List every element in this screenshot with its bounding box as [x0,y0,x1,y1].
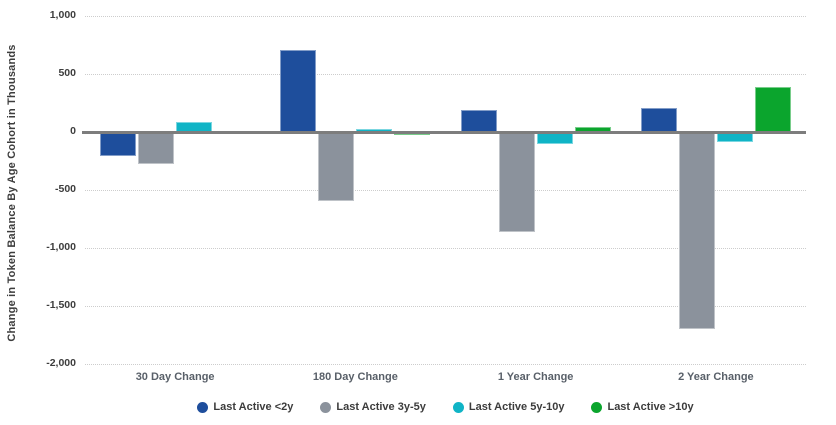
gridline [85,16,806,17]
bar[interactable] [754,87,791,132]
y-tick-label: -1,500 [46,299,76,311]
gridline [85,248,806,249]
legend-item-label: Last Active 3y-5y [336,401,426,413]
bar[interactable] [498,132,535,232]
legend-marker-icon [591,401,603,413]
bar[interactable] [100,132,137,157]
gridline [85,74,806,75]
bar[interactable] [640,108,677,132]
x-axis-label: 1 Year Change [497,371,574,383]
x-axis-line [82,131,806,134]
gridline [85,306,806,307]
legend-item[interactable]: Last Active >10y [591,401,694,413]
bar[interactable] [318,132,355,202]
legend-item[interactable]: Last Active 3y-5y [320,401,426,413]
gridline [85,364,806,365]
legend-item[interactable]: Last Active <2y [197,401,293,413]
legend-marker-icon [197,401,209,413]
bar[interactable] [138,132,175,165]
y-tick-label: 0 [70,125,76,137]
legend-item-label: Last Active <2y [213,401,294,413]
y-tick-label: 1,000 [49,9,76,21]
y-tick-label: -500 [54,183,76,195]
gridline [85,190,806,191]
legend-item-label: Last Active 5y-10y [468,401,565,413]
x-axis-label: 30 Day Change [135,371,215,383]
x-axis-label: 180 Day Change [312,371,398,383]
y-tick-label: 500 [58,67,76,79]
y-tick-label: -1,000 [46,241,76,253]
legend-item-label: Last Active >10y [607,401,694,413]
y-tick-label: -2,000 [46,357,76,369]
legend-marker-icon [320,401,332,413]
bar[interactable] [460,109,497,132]
legend-marker-icon [452,401,464,413]
x-axis-label: 2 Year Change [678,371,754,383]
legend: Last Active <2y Last Active 3y-5y Last Act… [85,398,806,416]
bar[interactable] [280,50,317,132]
bar[interactable] [536,132,573,145]
legend-item[interactable]: Last Active 5y-10y [452,401,565,413]
bar[interactable] [678,132,715,330]
